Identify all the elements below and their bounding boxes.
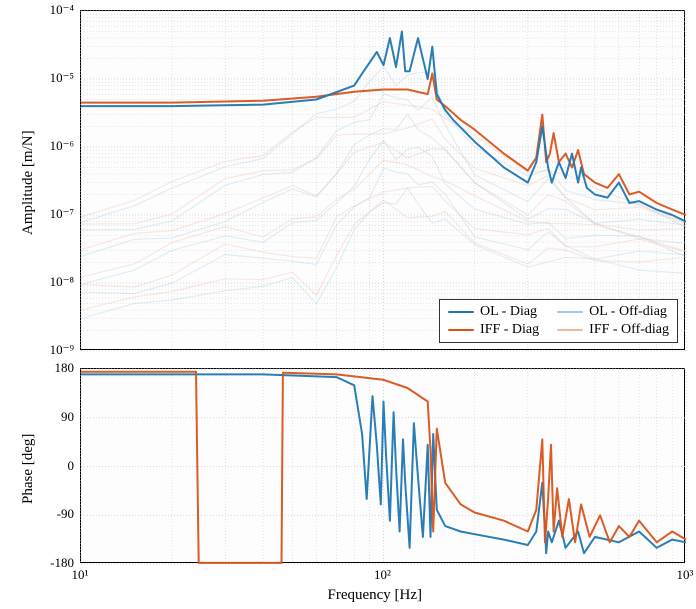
legend-entry: IFF - Diag	[448, 322, 539, 338]
legend-entry: IFF - Off-diag	[557, 322, 669, 338]
frequency-xlabel: Frequency [Hz]	[328, 587, 423, 604]
amplitude-ytick: 10⁻⁷	[24, 206, 74, 222]
legend-entry: OL - Off-diag	[557, 304, 669, 320]
legend-swatch	[448, 329, 474, 332]
frequency-xtick: 10²	[363, 567, 403, 583]
legend-swatch	[448, 311, 474, 314]
amplitude-ytick: 10⁻⁴	[24, 2, 74, 18]
frequency-xtick: 10³	[665, 567, 696, 583]
figure-root: OL - Diag OL - Off-diag IFF - Diag IFF - Of…	[0, 0, 696, 609]
legend-swatch	[557, 329, 583, 332]
phase-ytick: -90	[24, 506, 74, 522]
legend-label: OL - Diag	[480, 304, 537, 320]
amplitude-ytick: 10⁻⁸	[24, 274, 74, 290]
legend-label: OL - Off-diag	[589, 304, 667, 320]
phase-ytick: 0	[24, 458, 74, 474]
phase-ytick: 90	[24, 409, 74, 425]
amplitude-ytick: 10⁻⁹	[24, 342, 74, 358]
legend-label: IFF - Diag	[480, 322, 539, 338]
amplitude-ytick: 10⁻⁶	[24, 138, 74, 154]
phase-plot-svg	[81, 369, 686, 564]
amplitude-panel: OL - Diag OL - Off-diag IFF - Diag IFF - Of…	[80, 10, 685, 350]
legend-swatch	[557, 311, 583, 314]
legend-entry: OL - Diag	[448, 304, 539, 320]
frequency-xtick: 10¹	[60, 567, 100, 583]
legend-label: IFF - Off-diag	[589, 322, 669, 338]
phase-panel	[80, 368, 685, 563]
legend-box: OL - Diag OL - Off-diag IFF - Diag IFF - Of…	[439, 299, 678, 343]
amplitude-ytick: 10⁻⁵	[24, 70, 74, 86]
phase-ytick: 180	[24, 360, 74, 376]
